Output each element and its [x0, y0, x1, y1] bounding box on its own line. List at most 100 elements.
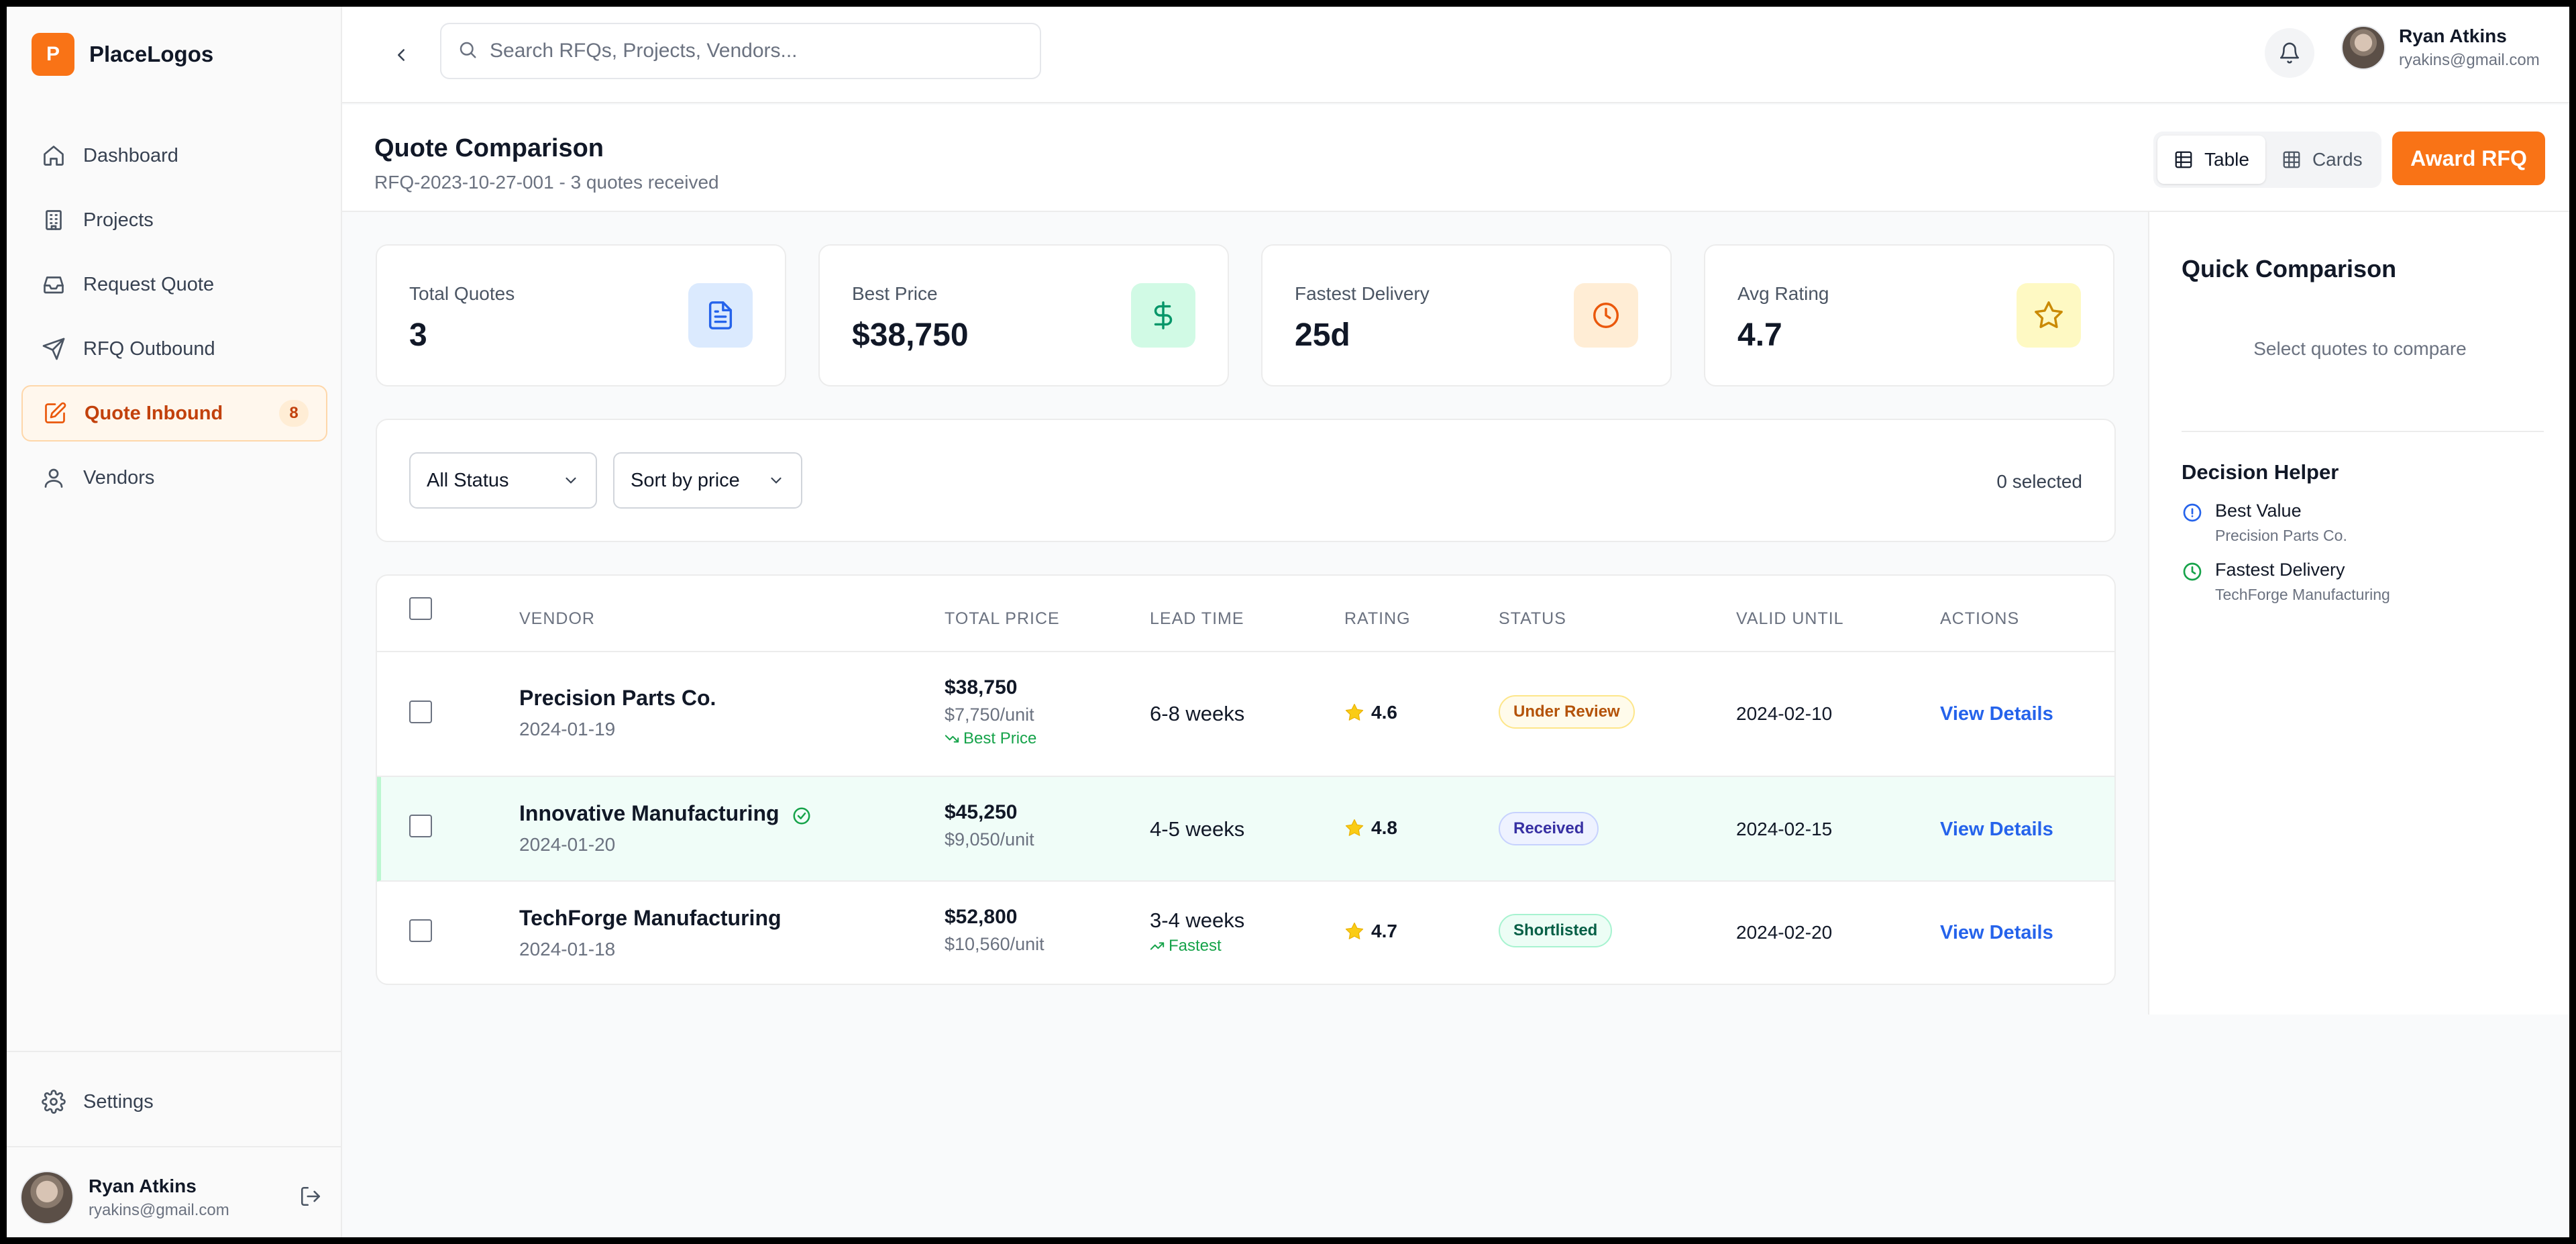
rating-value: 4.7 — [1371, 921, 1397, 941]
helper-best-value: Best Value Precision Parts Co. — [2182, 501, 2347, 545]
view-details-link[interactable]: View Details — [1940, 703, 2053, 725]
home-icon — [40, 142, 67, 169]
column-header-valid-until[interactable]: VALID UNTIL — [1736, 609, 1844, 628]
view-details-link[interactable]: View Details — [1940, 819, 2053, 840]
sidebar-divider — [7, 1051, 342, 1052]
brand-name: PlaceLogos — [89, 42, 214, 66]
helper-value: Precision Parts Co. — [2215, 527, 2347, 544]
gear-icon — [40, 1088, 67, 1115]
avatar[interactable] — [20, 1171, 74, 1225]
column-header-vendor[interactable]: VENDOR — [519, 609, 595, 628]
sidebar-item-request-quote[interactable]: Request Quote — [21, 256, 327, 313]
sidebar-divider — [7, 1146, 342, 1147]
sidebar-item-label: Vendors — [83, 466, 155, 488]
stat-label: Fastest Delivery — [1295, 283, 1430, 304]
best-price-label: Best Price — [963, 729, 1037, 747]
search-icon — [458, 40, 478, 63]
sidebar-item-projects[interactable]: Projects — [21, 192, 327, 248]
stat-value: 4.7 — [1737, 317, 1782, 353]
clock-icon — [2183, 562, 2202, 581]
sidebar-item-dashboard[interactable]: Dashboard — [21, 127, 327, 184]
unit-price: $9,050/unit — [945, 829, 1034, 849]
table-row[interactable]: Innovative Manufacturing 2024-01-20 $45,… — [377, 777, 2114, 882]
user-email: ryakins@gmail.com — [89, 1201, 229, 1219]
table-row[interactable]: TechForge Manufacturing 2024-01-18 $52,8… — [377, 882, 2114, 984]
top-user-menu[interactable]: Ryan Atkins ryakins@gmail.com — [2341, 25, 2540, 70]
stat-value: 3 — [409, 317, 427, 353]
award-rfq-button[interactable]: Award RFQ — [2392, 132, 2545, 185]
status-filter-value: All Status — [427, 469, 509, 491]
selected-count: 0 selected — [1996, 471, 2082, 492]
total-price: $52,800 — [945, 906, 1018, 928]
brand[interactable]: P PlaceLogos — [32, 32, 213, 77]
sidebar-item-label: Settings — [83, 1090, 154, 1112]
sidebar-item-quote-inbound[interactable]: Quote Inbound 8 — [21, 385, 327, 442]
row-checkbox[interactable] — [409, 701, 432, 723]
empty-state-text: Select quotes to compare — [2253, 338, 2467, 359]
table-icon — [2175, 151, 2192, 168]
header-divider — [377, 651, 2114, 652]
sidebar-user: Ryan Atkins ryakins@gmail.com — [20, 1171, 329, 1225]
filter-bar: All Status Sort by price 0 selected — [376, 419, 2116, 542]
column-header-rating[interactable]: RATING — [1344, 609, 1411, 628]
sidebar-item-settings[interactable]: Settings — [21, 1074, 327, 1130]
sidebar: P PlaceLogos Dashboard Projects Reque — [7, 7, 342, 1237]
sidebar-item-label: Projects — [83, 209, 154, 231]
cards-view-button[interactable]: Cards — [2265, 136, 2379, 184]
stat-card-avg-rating: Avg Rating 4.7 — [1704, 244, 2114, 386]
bell-icon[interactable] — [2265, 28, 2314, 78]
table-row[interactable]: Precision Parts Co. 2024-01-19 $38,750 $… — [377, 652, 2114, 777]
row-checkbox[interactable] — [409, 815, 432, 837]
sidebar-item-vendors[interactable]: Vendors — [21, 450, 327, 506]
grid-icon — [2283, 151, 2300, 168]
page-title: Quote Comparison — [374, 134, 604, 162]
sort-select[interactable]: Sort by price — [613, 452, 802, 509]
sidebar-item-label: Request Quote — [83, 273, 215, 295]
status-badge: Received — [1499, 812, 1599, 845]
sort-value: Sort by price — [631, 469, 740, 491]
logout-icon[interactable] — [299, 1185, 322, 1211]
best-price-tag: Best Price — [945, 729, 1036, 748]
app-window: P PlaceLogos Dashboard Projects Reque — [7, 7, 2569, 1237]
select-all-checkbox[interactable] — [409, 597, 432, 620]
search-bar — [440, 23, 1041, 79]
helper-label: Fastest Delivery — [2215, 560, 2345, 580]
vendor-name: Precision Parts Co. — [519, 686, 716, 710]
quote-date: 2024-01-20 — [519, 834, 616, 855]
rating-value: 4.6 — [1371, 702, 1397, 723]
table-view-button[interactable]: Table — [2157, 136, 2265, 184]
search-input[interactable] — [490, 40, 1013, 62]
sidebar-item-label: Dashboard — [83, 144, 178, 166]
chevron-down-icon — [566, 477, 576, 484]
stat-card-best-price: Best Price $38,750 — [818, 244, 1229, 386]
unit-price: $10,560/unit — [945, 934, 1044, 954]
vendor-name: Innovative Manufacturing — [519, 801, 780, 825]
lead-time: 4-5 weeks — [1150, 817, 1245, 841]
stat-label: Best Price — [852, 283, 938, 304]
rating: 4.7 — [1344, 921, 1397, 942]
column-header-lead-time[interactable]: LEAD TIME — [1150, 609, 1244, 628]
sidebar-item-rfq-outbound[interactable]: RFQ Outbound — [21, 321, 327, 377]
page-subtitle: RFQ-2023-10-27-001 - 3 quotes received — [374, 172, 719, 193]
table-view-label: Table — [2204, 149, 2249, 170]
star-icon — [2017, 283, 2081, 348]
row-checkbox[interactable] — [409, 919, 432, 942]
edit-document-icon — [42, 400, 68, 427]
avatar — [2341, 25, 2385, 70]
rating: 4.6 — [1344, 702, 1397, 723]
panel-title: Quick Comparison — [2182, 255, 2397, 282]
clock-icon — [1574, 283, 1638, 348]
valid-until: 2024-02-15 — [1736, 819, 1833, 839]
view-details-link[interactable]: View Details — [1940, 922, 2053, 943]
chevron-down-icon — [771, 477, 782, 484]
status-badge: Shortlisted — [1499, 914, 1613, 947]
quote-date: 2024-01-18 — [519, 939, 616, 960]
column-header-total-price[interactable]: TOTAL PRICE — [945, 609, 1060, 628]
valid-until: 2024-02-10 — [1736, 703, 1833, 724]
back-icon[interactable] — [386, 40, 416, 70]
fastest-tag: Fastest — [1150, 937, 1244, 955]
stat-label: Avg Rating — [1737, 283, 1829, 304]
status-filter-select[interactable]: All Status — [409, 452, 597, 509]
check-circle-icon — [793, 807, 810, 824]
column-header-status[interactable]: STATUS — [1499, 609, 1566, 628]
